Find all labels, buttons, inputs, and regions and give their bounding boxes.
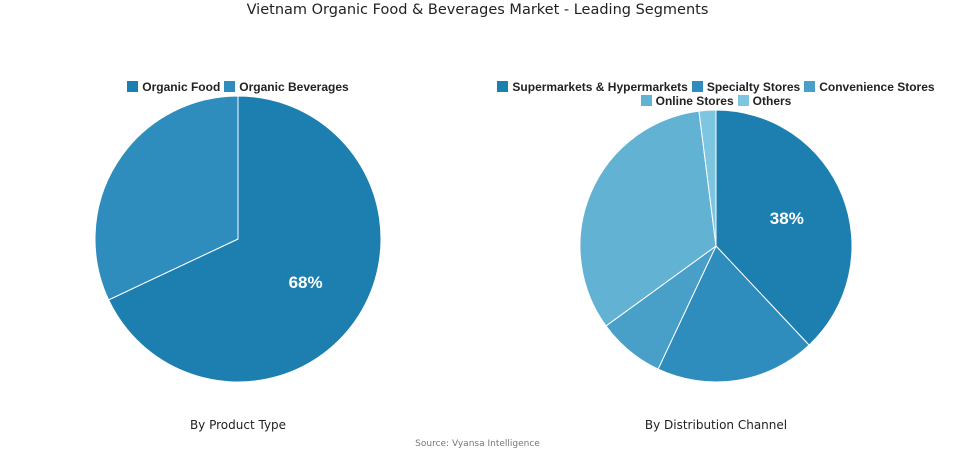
legend-swatch: [127, 81, 139, 92]
legend-label: Supermarkets & Hypermarkets: [512, 80, 688, 94]
legend-swatch: [804, 81, 816, 92]
legend-label: Convenience Stores: [819, 80, 935, 94]
legend-swatch: [691, 81, 703, 92]
legend-distribution-channel: Supermarkets & Hypermarkets Specialty Sto…: [495, 80, 937, 108]
legend-label: Organic Beverages: [239, 80, 349, 94]
legend-label: Online Stores: [655, 94, 734, 108]
legend-item-convenience-stores: Convenience Stores: [804, 80, 935, 94]
legend-item-others: Others: [737, 94, 792, 108]
caption-distribution-channel: By Distribution Channel: [644, 418, 788, 432]
caption-product-type: By Product Type: [189, 418, 287, 432]
source-note: Source: Vyansa Intelligence: [415, 439, 540, 449]
pie-slice-organic-beverages: [94, 95, 239, 301]
legend-item-supermarkets-hypermarkets: Supermarkets & Hypermarkets: [497, 80, 688, 94]
legend-swatch: [640, 95, 652, 106]
legend-item-specialty-stores: Specialty Stores: [691, 80, 801, 94]
legend-product-type: Organic Food Organic Beverages: [88, 80, 388, 94]
pie-slice-organic-food: [107, 95, 382, 383]
data-label-organic-food: 68%: [289, 273, 323, 292]
legend-label: Organic Food: [142, 80, 221, 94]
legend-label: Specialty Stores: [706, 80, 801, 94]
legend-item-online-stores: Online Stores: [640, 94, 734, 108]
legend-swatch: [497, 81, 509, 92]
legend-label: Others: [752, 94, 792, 108]
legend-swatch: [737, 95, 749, 106]
legend-item-organic-beverages: Organic Beverages: [224, 80, 349, 94]
chart-title: Vietnam Organic Food & Beverages Market …: [246, 2, 709, 18]
legend-swatch: [224, 81, 236, 92]
legend-item-organic-food: Organic Food: [127, 80, 220, 94]
